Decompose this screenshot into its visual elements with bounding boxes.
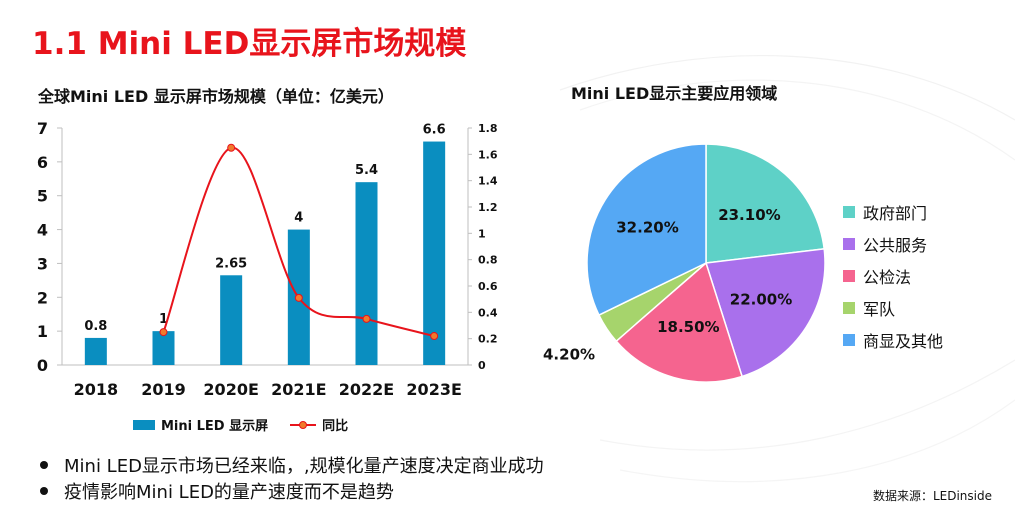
x-tick-label: 2020E [203,380,258,399]
yoy-point [362,314,371,323]
yoy-point [159,328,168,337]
yoy-point [294,293,303,302]
y2-tick-label: 0.2 [478,333,498,346]
pie-data-label: 22.00% [730,290,792,308]
bar [423,141,446,365]
y-tick-label: 3 [37,254,48,273]
x-tick-label: 2018 [74,380,119,399]
yoy-line [162,146,435,338]
pie-legend-swatch [843,206,855,218]
y-tick-label: 1 [37,322,48,341]
pie-legend-item: 政府部门 [843,196,943,228]
pie-slice [705,143,825,264]
bar-chart-legend: Mini LED 显示屏 同比 [133,415,348,434]
legend-line-label: 同比 [322,419,349,434]
y2-tick-label: 1.4 [478,175,498,188]
bar [220,275,243,365]
pie-data-label: 18.50% [657,318,719,336]
bullet-dot [40,461,48,469]
bar-chart-title: 全球Mini LED 显示屏市场规模（单位：亿美元） [38,87,394,106]
pie-chart-legend: 政府部门 公共服务 公检法 军队 商显及其他 [843,196,943,356]
pie-legend-item: 商显及其他 [843,324,943,356]
yoy-point [227,143,236,152]
pie-data-label: 32.20% [616,218,678,236]
y2-tick-label: 0.8 [478,254,498,267]
pie-legend-label: 商显及其他 [863,332,944,351]
pie-legend-swatch [843,270,855,282]
bullet-text: 疫情影响Mini LED的量产速度而不是趋势 [64,482,394,503]
bar [84,337,107,365]
bar-chart: 0 1 2 3 4 5 6 7 0 0.2 0.4 0.6 0.8 1 1.2 1.4 1.6 1.8 0.8 201… [37,119,498,399]
pie-data-label: 4.20% [543,346,595,364]
x-tick-label: 2021E [271,380,326,399]
y-tick-label: 6 [37,153,48,172]
pie-chart-title: Mini LED显示主要应用领域 [571,84,778,103]
y2-tick-label: 1 [478,227,486,240]
y2-tick-label: 1.2 [478,201,498,214]
pie-legend-swatch [843,334,855,346]
bar [355,182,378,365]
bar-data-label: 1 [159,312,168,327]
y2-tick-label: 1.6 [478,148,498,161]
bullet-dot [40,487,48,495]
pie-legend-swatch [843,302,855,314]
x-tick-label: 2023E [406,380,461,399]
pie-legend-label: 公共服务 [863,236,928,255]
bar-data-label: 2.65 [215,256,247,271]
yoy-point [430,332,439,341]
y-tick-label: 0 [37,356,48,375]
y2-tick-label: 1.8 [478,122,498,135]
bar-data-label: 0.8 [84,319,107,334]
legend-line-swatch [290,420,317,430]
pie-slice [615,261,744,383]
pie-legend-item: 军队 [843,292,943,324]
y-tick-label: 2 [37,288,48,307]
x-tick-label: 2022E [339,380,394,399]
data-source: 数据来源：LEDinside [872,489,992,503]
y-tick-label: 7 [37,119,48,138]
y2-tick-label: 0.6 [478,280,498,293]
pie-legend-label: 军队 [863,300,896,319]
pie-legend-item: 公共服务 [843,228,943,260]
bar-data-label: 5.4 [355,163,378,178]
bullet-text: Mini LED显示市场已经来临，,规模化量产速度决定商业成功 [64,456,544,477]
bullet-list: Mini LED显示市场已经来临，,规模化量产速度决定商业成功 疫情影响Mini… [40,452,544,504]
legend-bar-swatch [133,419,155,430]
y2-tick-label: 0 [478,359,486,372]
pie-slice [705,247,826,378]
bar-data-label: 4 [294,211,303,226]
pie-legend-swatch [843,238,855,250]
pie-chart: 23.10% 22.00% 18.50% 4.20% 32.20% [543,143,826,383]
y2-tick-label: 0.4 [478,306,498,319]
page-title: 1.1 Mini LED显示屏市场规模 [32,26,467,62]
bullet-item: 疫情影响Mini LED的量产速度而不是趋势 [40,478,544,504]
x-tick-label: 2019 [141,380,186,399]
y-tick-label: 5 [37,187,48,206]
pie-legend-item: 公检法 [843,260,943,292]
pie-data-label: 23.10% [718,206,780,224]
pie-legend-label: 公检法 [863,268,912,287]
bar [152,331,175,365]
pie-legend-label: 政府部门 [863,204,928,223]
legend-bar-label: Mini LED 显示屏 [161,419,269,434]
y-tick-label: 4 [37,221,48,240]
bullet-item: Mini LED显示市场已经来临，,规模化量产速度决定商业成功 [40,452,544,478]
pie-slice [586,143,707,317]
bar-data-label: 6.6 [423,123,446,138]
